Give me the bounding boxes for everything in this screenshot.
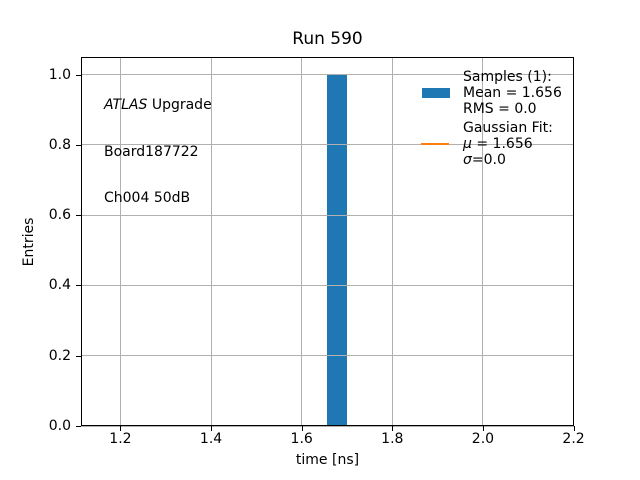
legend-entry: Samples (1): xyxy=(421,69,562,85)
x-tick xyxy=(392,426,394,431)
x-tick xyxy=(120,426,122,431)
x-axis-label: time [ns] xyxy=(295,452,360,468)
legend-label: Samples (1): xyxy=(463,69,552,85)
x-gridline xyxy=(573,57,575,426)
y-tick xyxy=(76,355,81,357)
legend-label: σ=0.0 xyxy=(463,152,506,168)
annotation-line1-rest: Upgrade xyxy=(147,97,212,113)
legend-label: Gaussian Fit: xyxy=(463,120,553,136)
x-tick xyxy=(301,426,303,431)
y-gridline xyxy=(81,74,574,76)
y-gridline xyxy=(81,284,574,286)
bar-layer xyxy=(81,57,574,426)
x-gridline xyxy=(210,57,212,426)
x-tick-label: 1.2 xyxy=(109,431,132,447)
x-tick-label: 1.4 xyxy=(199,431,223,447)
legend-line-icon xyxy=(421,143,449,145)
annotation-brand: ATLAS xyxy=(104,97,148,113)
legend-entry: Mean = 1.656 xyxy=(421,85,562,101)
y-gridline xyxy=(81,144,574,146)
x-tick-label: 1.6 xyxy=(290,431,313,447)
y-tick-label: 1.0 xyxy=(48,66,71,83)
x-tick xyxy=(482,426,484,431)
legend-label: μ = 1.656 xyxy=(463,136,533,152)
legend-label: RMS = 0.0 xyxy=(463,101,537,117)
plot-area: ATLAS Upgrade Board187722 Ch004 50dB Sam… xyxy=(81,57,575,427)
x-tick xyxy=(211,426,213,431)
annotation-line3: Ch004 50dB xyxy=(104,190,191,206)
y-tick xyxy=(76,426,81,427)
y-tick-label: 0.6 xyxy=(48,207,71,224)
y-gridline xyxy=(81,355,574,357)
x-tick-label: 2.0 xyxy=(471,431,495,447)
x-tick-label: 2.2 xyxy=(562,431,585,447)
x-tick-label: 1.8 xyxy=(381,431,404,447)
y-tick xyxy=(76,285,81,287)
y-gridline xyxy=(81,425,574,427)
grid-layer xyxy=(81,57,575,427)
legend-patch-icon xyxy=(422,88,450,98)
chart-title: Run 590 xyxy=(292,29,363,49)
x-gridline xyxy=(301,57,303,426)
x-tick xyxy=(573,426,575,431)
legend-handle-slot xyxy=(421,152,455,168)
legend-handle-slot xyxy=(421,85,455,101)
y-tick xyxy=(76,144,81,146)
legend-entry: μ = 1.656 xyxy=(421,136,562,152)
y-gridline xyxy=(81,214,574,216)
histogram-bar xyxy=(327,74,347,426)
legend-handle-slot xyxy=(421,120,455,136)
legend-entry: σ=0.0 xyxy=(421,152,562,168)
annotation-line1: ATLAS Upgrade xyxy=(104,97,212,114)
annotation-line2: Board187722 xyxy=(104,143,199,160)
legend-handle-slot xyxy=(421,101,455,117)
x-gridline xyxy=(391,57,393,426)
y-tick-label: 0.0 xyxy=(48,418,71,434)
y-axis-label: Entries xyxy=(21,217,37,267)
legend-handle-slot xyxy=(421,136,455,152)
y-tick-label: 0.8 xyxy=(48,136,71,153)
y-tick xyxy=(76,74,81,76)
legend-entry: Gaussian Fit: xyxy=(421,120,562,136)
y-tick xyxy=(76,215,81,217)
x-gridline xyxy=(482,57,484,426)
y-tick-label: 0.4 xyxy=(48,277,71,294)
legend: Samples (1): Mean = 1.656 RMS = 0.0 Gaussia… xyxy=(421,69,562,168)
legend-handle-slot xyxy=(421,69,455,85)
annotation: ATLAS Upgrade Board187722 Ch004 50dB xyxy=(104,67,212,238)
x-gridline xyxy=(119,57,121,426)
legend-label: Mean = 1.656 xyxy=(463,85,562,101)
legend-entry: RMS = 0.0 xyxy=(421,101,562,117)
y-tick-label: 0.2 xyxy=(48,347,71,364)
